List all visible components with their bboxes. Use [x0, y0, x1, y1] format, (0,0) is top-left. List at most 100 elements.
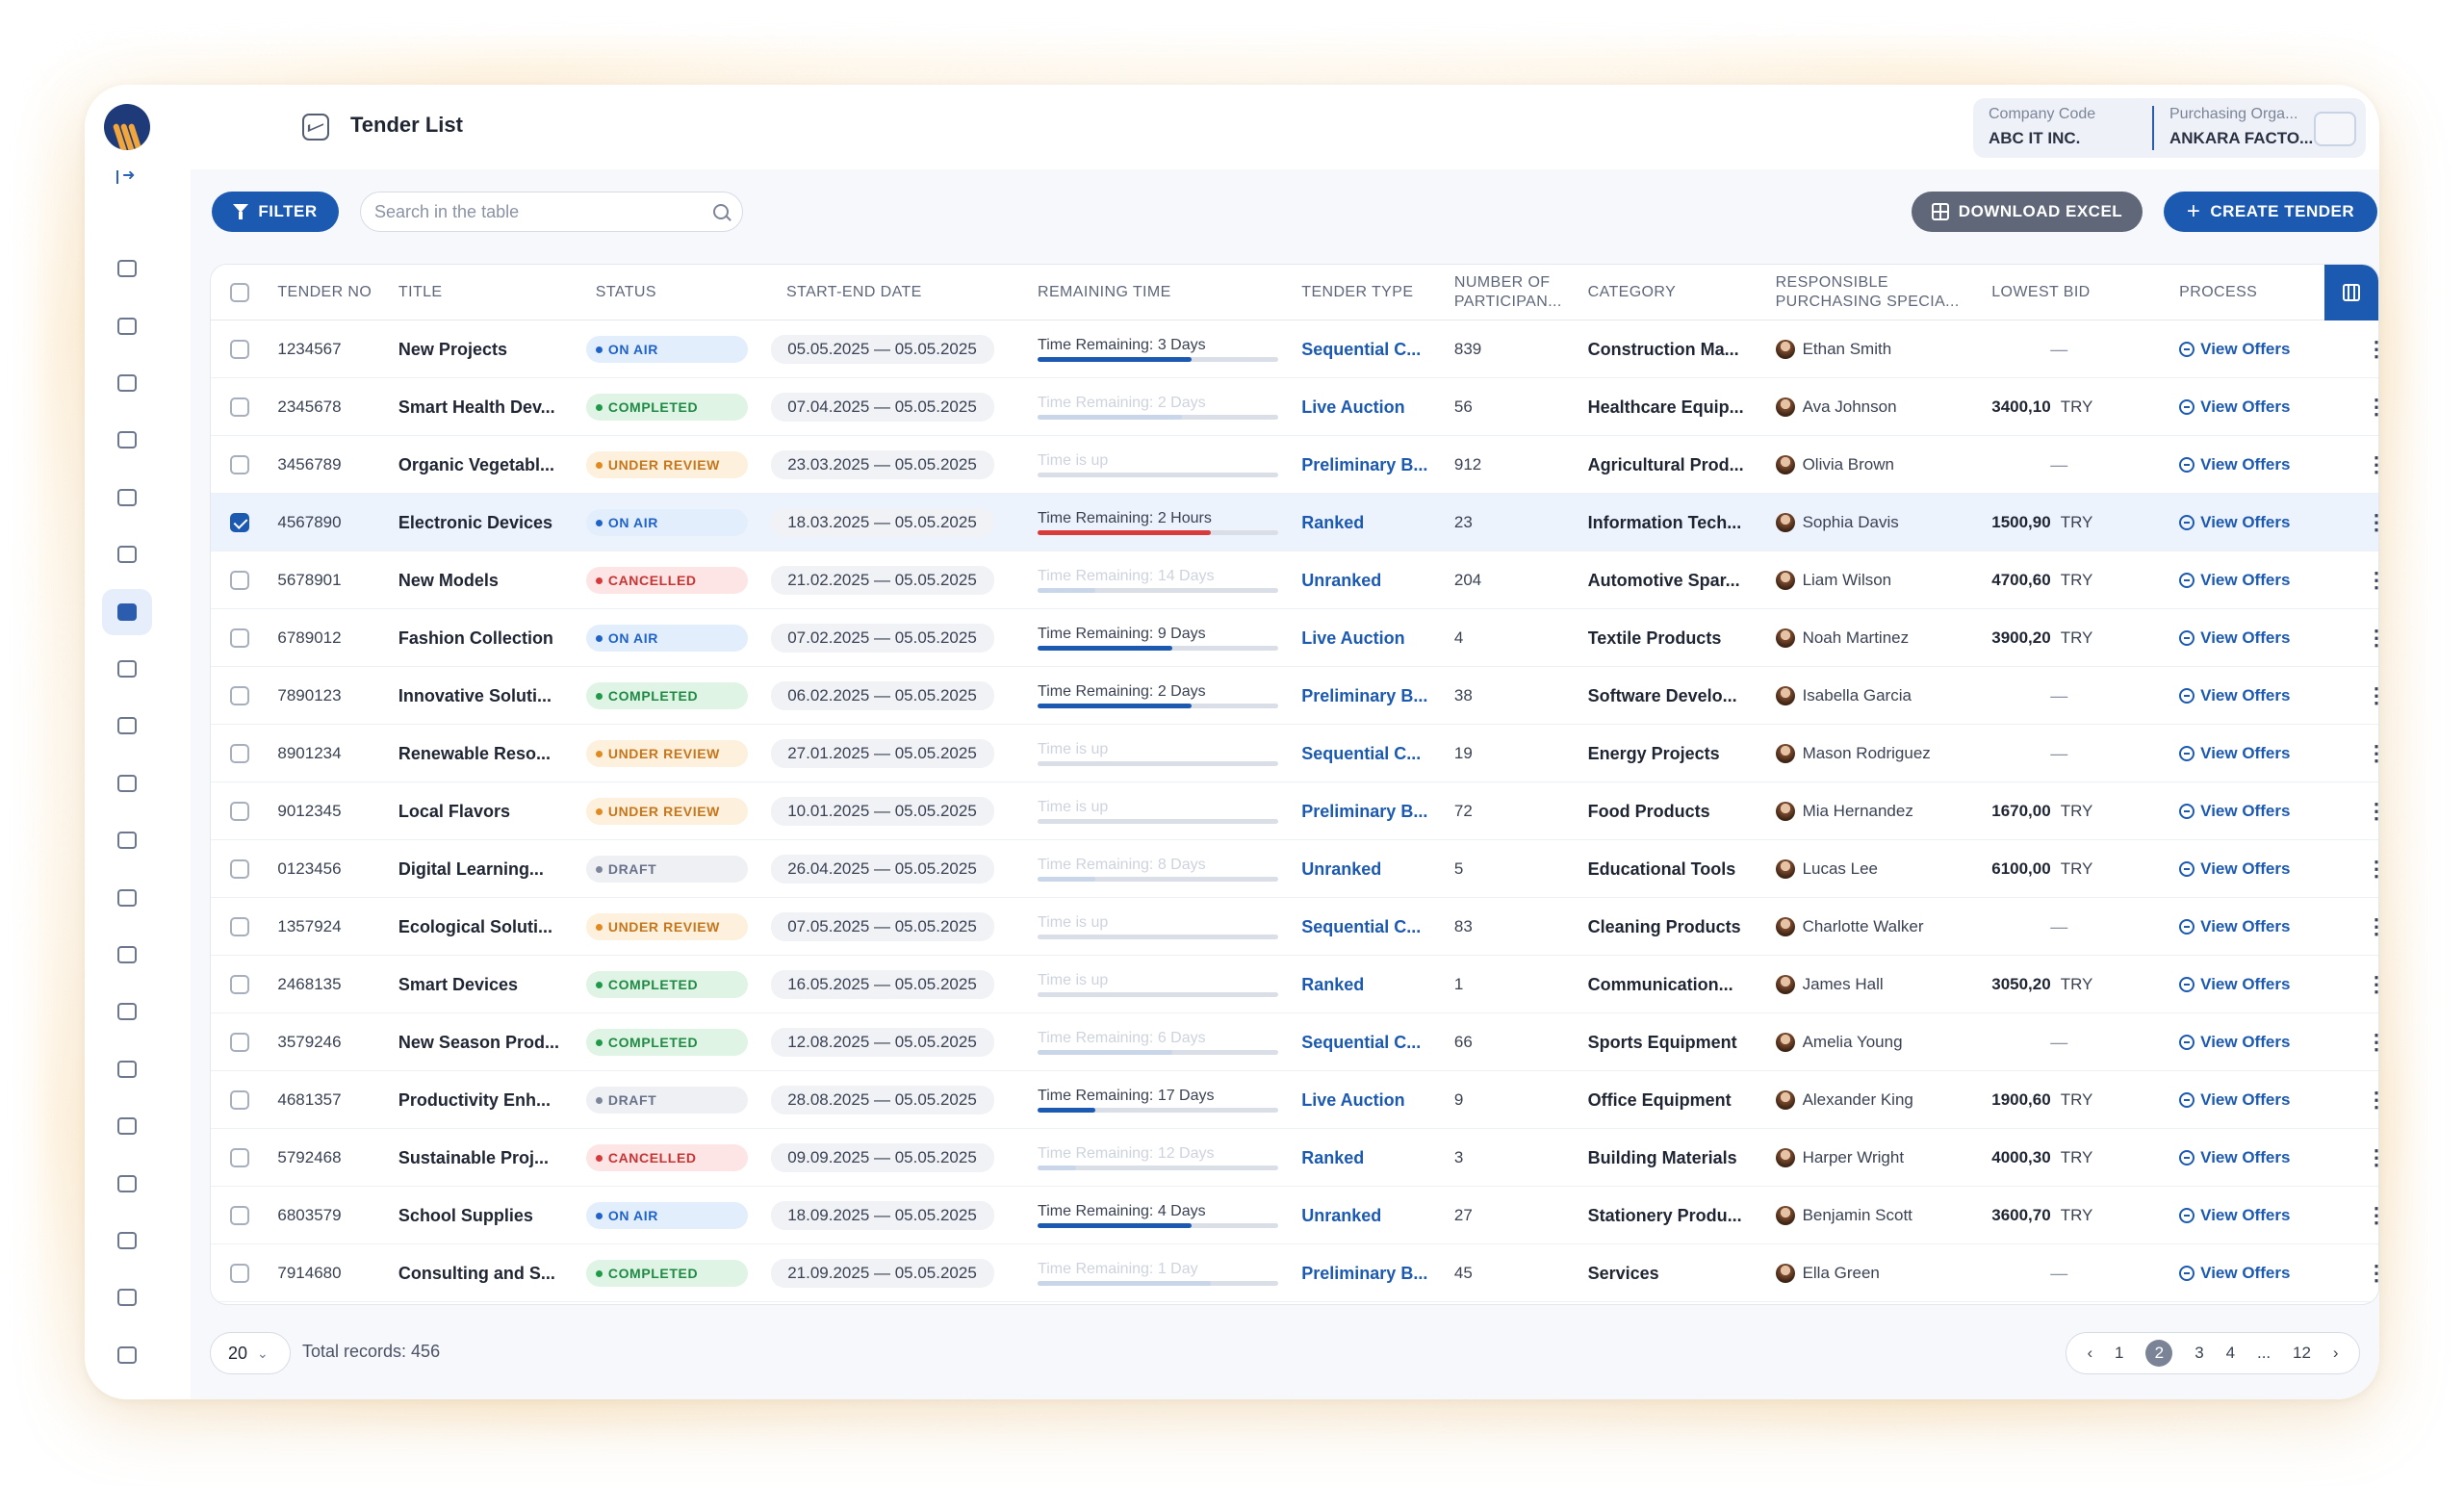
table-row[interactable]: 4681357 Productivity Enh... DRAFT 28.08.…	[211, 1071, 2378, 1129]
more-options-icon[interactable]: ⋮	[2366, 801, 2378, 822]
page-4[interactable]: 4	[2225, 1344, 2236, 1362]
row-checkbox[interactable]	[229, 397, 249, 417]
sidebar-item-dashboard[interactable]	[102, 703, 152, 749]
view-offers-link[interactable]: View Offers	[2179, 1148, 2290, 1167]
table-row[interactable]: 6803579 School Supplies ON AIR 18.09.202…	[211, 1187, 2378, 1244]
view-offers-link[interactable]: View Offers	[2179, 859, 2290, 879]
tender-type[interactable]: Sequential C...	[1301, 743, 1422, 763]
view-offers-link[interactable]: View Offers	[2179, 571, 2290, 590]
tender-type[interactable]: Unranked	[1301, 570, 1382, 590]
more-options-icon[interactable]: ⋮	[2366, 512, 2378, 533]
col-process[interactable]: PROCESS	[2179, 284, 2258, 300]
tender-title[interactable]: Renewable Reso...	[398, 743, 551, 763]
sidebar-item-bar-chart[interactable]	[102, 531, 152, 577]
download-excel-button[interactable]: DOWNLOAD EXCEL	[1912, 192, 2143, 232]
row-checkbox[interactable]	[229, 744, 249, 763]
row-checkbox[interactable]	[229, 1033, 249, 1052]
sidebar-item-checklist[interactable]	[102, 1046, 152, 1092]
col-status[interactable]: STATUS	[595, 284, 656, 300]
more-options-icon[interactable]: ⋮	[2366, 1089, 2378, 1111]
more-options-icon[interactable]: ⋮	[2366, 916, 2378, 937]
create-tender-button[interactable]: + CREATE TENDER	[2164, 192, 2377, 232]
table-row[interactable]: 1357924 Ecological Soluti... UNDER REVIE…	[211, 898, 2378, 956]
view-offers-link[interactable]: View Offers	[2179, 513, 2290, 532]
row-checkbox[interactable]	[229, 1090, 249, 1110]
sidebar-item-report[interactable]	[102, 1389, 152, 1399]
tender-title[interactable]: New Projects	[398, 339, 507, 359]
table-row[interactable]: 7890123 Innovative Soluti... COMPLETED 0…	[211, 667, 2378, 725]
col-category[interactable]: CATEGORY	[1587, 284, 1677, 300]
tender-title[interactable]: Ecological Soluti...	[398, 916, 552, 936]
row-checkbox[interactable]	[229, 802, 249, 821]
row-checkbox[interactable]	[229, 628, 249, 648]
col-type[interactable]: TENDER TYPE	[1301, 284, 1414, 300]
tender-type[interactable]: Sequential C...	[1301, 916, 1422, 936]
sidebar-item-collapse-arrow[interactable]	[102, 154, 152, 200]
row-checkbox[interactable]	[229, 859, 249, 879]
view-offers-link[interactable]: View Offers	[2179, 455, 2290, 474]
col-date[interactable]: START-END DATE	[786, 284, 922, 300]
sidebar-item-calendar[interactable]	[102, 817, 152, 863]
table-row[interactable]: 2345678 Smart Health Dev... COMPLETED 07…	[211, 378, 2378, 436]
tender-title[interactable]: Electronic Devices	[398, 512, 553, 532]
search-input[interactable]: Search in the table	[360, 192, 743, 232]
page-size-select[interactable]: 20 ⌄	[210, 1332, 291, 1374]
tender-type[interactable]: Unranked	[1301, 1205, 1382, 1225]
view-offers-link[interactable]: View Offers	[2179, 628, 2290, 648]
more-options-icon[interactable]: ⋮	[2366, 628, 2378, 649]
table-row[interactable]: 5792468 Sustainable Proj... CANCELLED 09…	[211, 1129, 2378, 1187]
col-tender-no[interactable]: TENDER NO	[277, 284, 372, 300]
table-row[interactable]: 0123456 Digital Learning... DRAFT 26.04.…	[211, 840, 2378, 898]
tender-type[interactable]: Preliminary B...	[1301, 1263, 1428, 1283]
col-lowest-bid[interactable]: LOWEST BID	[1991, 284, 2091, 300]
table-row[interactable]: 9012345 Local Flavors UNDER REVIEW 10.01…	[211, 782, 2378, 840]
more-options-icon[interactable]: ⋮	[2366, 570, 2378, 591]
table-row[interactable]: 6789012 Fashion Collection ON AIR 07.02.…	[211, 609, 2378, 667]
search-icon[interactable]	[713, 204, 729, 219]
tender-title[interactable]: Smart Health Dev...	[398, 397, 555, 417]
table-row[interactable]: 3456789 Organic Vegetabl... UNDER REVIEW…	[211, 436, 2378, 494]
tender-title[interactable]: Productivity Enh...	[398, 1089, 551, 1110]
tender-title[interactable]: School Supplies	[398, 1205, 533, 1225]
view-offers-link[interactable]: View Offers	[2179, 1206, 2290, 1225]
sidebar-item-edit[interactable]	[102, 1103, 152, 1149]
tender-type[interactable]: Live Auction	[1301, 1089, 1405, 1110]
page-1[interactable]: 1	[2115, 1344, 2124, 1362]
tender-title[interactable]: Organic Vegetabl...	[398, 454, 554, 474]
sidebar-item-layers[interactable]	[102, 1217, 152, 1264]
col-remaining[interactable]: REMAINING TIME	[1038, 284, 1171, 300]
view-offers-link[interactable]: View Offers	[2179, 975, 2290, 994]
col-specialist[interactable]: RESPONSIBLE PURCHASING SPECIA...	[1775, 274, 1960, 310]
more-options-icon[interactable]: ⋮	[2366, 858, 2378, 880]
more-options-icon[interactable]: ⋮	[2366, 1147, 2378, 1168]
sidebar-item-document[interactable]	[102, 1332, 152, 1378]
more-options-icon[interactable]: ⋮	[2366, 454, 2378, 475]
chevron-left-icon[interactable]: ‹	[2087, 1344, 2093, 1362]
page-3[interactable]: 3	[2194, 1344, 2204, 1362]
tender-title[interactable]: Innovative Soluti...	[398, 685, 552, 705]
chevron-right-icon[interactable]: ›	[2332, 1344, 2339, 1362]
tender-title[interactable]: New Season Prod...	[398, 1032, 559, 1052]
tender-title[interactable]: Sustainable Proj...	[398, 1147, 549, 1167]
tender-title[interactable]: Local Flavors	[398, 801, 510, 821]
row-checkbox[interactable]	[229, 1206, 249, 1225]
tender-title[interactable]: Consulting and S...	[398, 1263, 555, 1283]
tender-type[interactable]: Preliminary B...	[1301, 685, 1428, 705]
sidebar-item-trophy[interactable]	[102, 875, 152, 921]
tender-type[interactable]: Ranked	[1301, 974, 1365, 994]
sidebar-item-tender-list[interactable]	[102, 588, 152, 635]
tender-type[interactable]: Sequential C...	[1301, 1032, 1422, 1052]
sidebar-item-clipboard[interactable]	[102, 760, 152, 807]
sidebar-item-lightning[interactable]	[102, 360, 152, 406]
row-checkbox[interactable]	[229, 917, 249, 936]
tender-type[interactable]: Preliminary B...	[1301, 801, 1428, 821]
sidebar-item-archive[interactable]	[102, 417, 152, 463]
page-2[interactable]: 2	[2145, 1340, 2173, 1367]
tender-title[interactable]: New Models	[398, 570, 499, 590]
table-row[interactable]: 2468135 Smart Devices COMPLETED 16.05.20…	[211, 956, 2378, 1013]
sidebar-item-edit-chart[interactable]	[102, 646, 152, 692]
table-row[interactable]: 4567890 Electronic Devices ON AIR 18.03.…	[211, 494, 2378, 551]
column-settings-button[interactable]	[2324, 265, 2378, 320]
view-offers-link[interactable]: View Offers	[2179, 1090, 2290, 1110]
table-row[interactable]: 1234567 New Projects ON AIR 05.05.2025 —…	[211, 320, 2378, 378]
